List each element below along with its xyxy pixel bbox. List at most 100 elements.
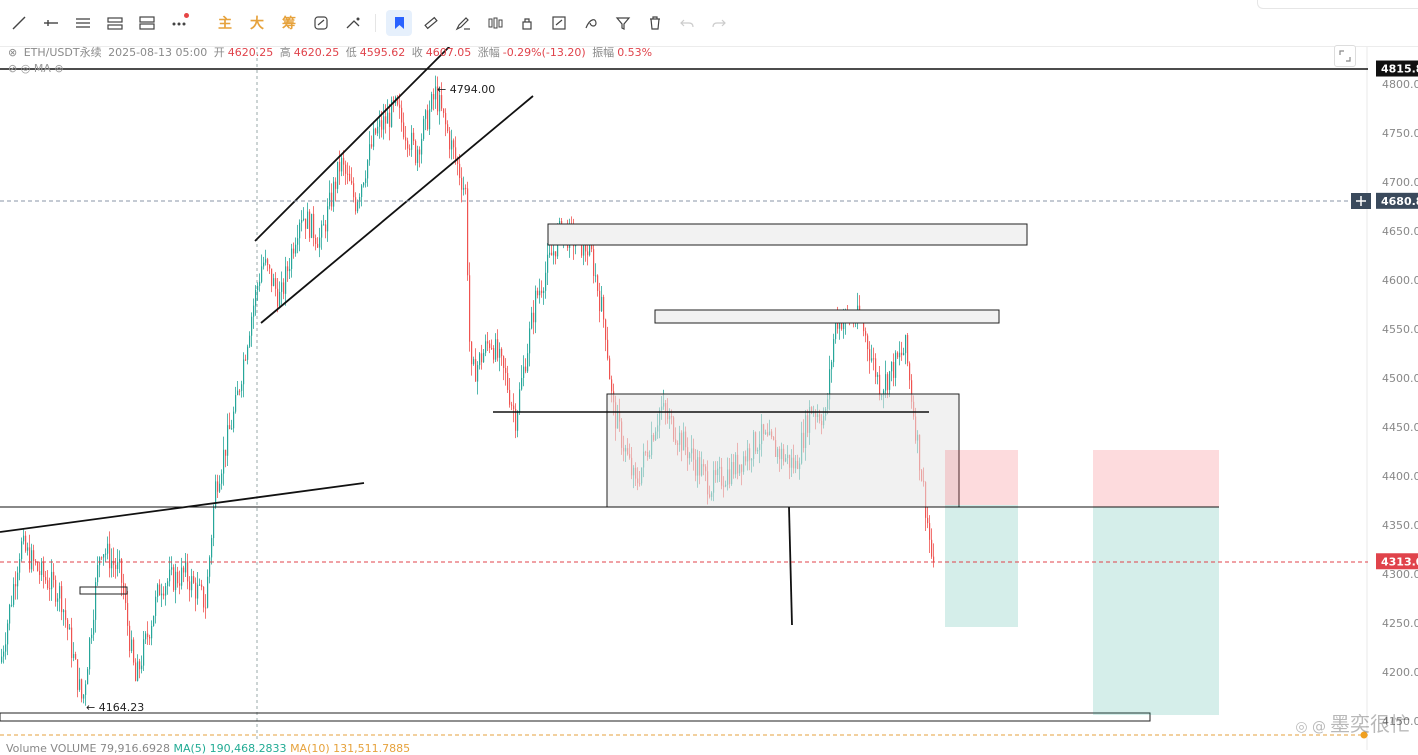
candle-body — [905, 335, 907, 354]
lock-icon[interactable] — [514, 10, 540, 36]
candle-body — [107, 543, 109, 554]
candle-body — [441, 95, 443, 109]
candle-body — [69, 627, 71, 630]
candle-body — [241, 384, 243, 391]
price-tick-label: 4750.0 — [1382, 127, 1418, 140]
candle-body — [469, 275, 471, 342]
fullscreen-icon[interactable] — [1334, 45, 1356, 67]
candle-body — [61, 586, 63, 613]
eye-icon[interactable]: ◎ — [20, 62, 31, 75]
candle-body — [433, 94, 435, 100]
candle-body — [875, 358, 877, 377]
candle-body — [39, 570, 41, 575]
zone-box — [654, 309, 1000, 324]
candle-body — [873, 358, 875, 360]
channel-lower — [260, 95, 534, 324]
ma-indicator-row[interactable]: ⊘ ◎ MA ⊚ — [8, 62, 64, 75]
candle-body — [365, 178, 367, 184]
candle-body — [611, 379, 613, 392]
candle-body — [545, 272, 547, 291]
candle-body — [37, 562, 39, 571]
candle-body — [863, 319, 865, 332]
fib-channel-icon[interactable] — [134, 10, 160, 36]
candle-body — [337, 161, 339, 189]
candle-body — [215, 481, 217, 508]
candle-body — [139, 661, 141, 670]
price-axis — [1368, 46, 1418, 750]
price-tag-label: 4815.8 — [1381, 63, 1418, 76]
candle-body — [533, 312, 535, 323]
candle-body — [309, 211, 311, 238]
candle-body — [129, 625, 131, 651]
candle-body — [477, 365, 479, 382]
brush-icon[interactable] — [450, 10, 476, 36]
candle-body — [897, 352, 899, 358]
price-tick-label: 4250.0 — [1382, 617, 1418, 630]
high-value: 4620.25 — [293, 46, 340, 59]
collapse-icon[interactable]: ⊘ — [8, 62, 18, 75]
candle-body — [149, 637, 151, 639]
candle-body — [233, 411, 235, 429]
candle-body — [489, 343, 491, 349]
candle-body — [185, 561, 187, 573]
candle-body — [443, 108, 445, 113]
candle-body — [497, 339, 499, 358]
chips-button[interactable]: 筹 — [282, 16, 296, 32]
candle-body — [163, 593, 165, 596]
candle-body — [295, 244, 297, 254]
ruler-icon[interactable] — [418, 10, 444, 36]
candle-body — [459, 163, 461, 178]
filter-icon[interactable] — [610, 10, 636, 36]
candle-body — [143, 639, 145, 666]
candle-body — [909, 363, 911, 381]
parallel-channel-icon[interactable] — [102, 10, 128, 36]
volume-indicator-row: Volume VOLUME 79,916.6928 MA(5) 190,468.… — [6, 742, 411, 755]
price-tick-label: 4550.0 — [1382, 323, 1418, 336]
candle-body — [587, 251, 589, 256]
settings-icon[interactable]: ⊗ — [8, 46, 18, 59]
visibility-icon[interactable]: ⊚ — [54, 62, 64, 75]
candle-body — [195, 582, 197, 599]
undo-icon[interactable] — [674, 10, 700, 36]
candle-body — [373, 128, 375, 147]
candle-body — [227, 425, 229, 456]
bookmark-icon[interactable] — [386, 10, 412, 36]
draw-icon[interactable] — [578, 10, 604, 36]
more-tools-icon[interactable] — [166, 10, 192, 36]
candle-body — [165, 586, 167, 596]
candlestick-pattern-icon[interactable] — [482, 10, 508, 36]
trend-line-icon[interactable] — [6, 10, 32, 36]
candle-body — [19, 559, 21, 573]
candle-body — [329, 192, 331, 207]
delete-icon[interactable] — [642, 10, 668, 36]
candle-body — [43, 562, 45, 578]
candle-body — [867, 335, 869, 350]
candle-body — [221, 473, 223, 484]
candle-body — [359, 197, 361, 202]
candle-body — [51, 571, 53, 590]
measure-icon[interactable] — [340, 10, 366, 36]
candle-body — [899, 352, 901, 358]
candle-body — [409, 148, 411, 150]
horizontal-line-icon[interactable] — [70, 10, 96, 36]
candle-body — [879, 374, 881, 396]
candle-body — [305, 218, 307, 229]
candle-body — [369, 144, 371, 161]
note-icon[interactable] — [546, 10, 572, 36]
candle-body — [341, 157, 343, 172]
range-box — [606, 393, 960, 508]
candle-body — [87, 669, 89, 685]
candle-body — [893, 361, 895, 378]
candle-body — [487, 341, 489, 344]
candle-body — [589, 238, 591, 256]
big-order-button[interactable]: 大 — [250, 16, 264, 32]
main-indicator-button[interactable]: 主 — [218, 16, 232, 32]
candle-body — [509, 389, 511, 405]
candle-body — [125, 594, 127, 604]
amplitude-value: 0.53% — [617, 46, 653, 59]
magnet-icon[interactable] — [308, 10, 334, 36]
redo-icon[interactable] — [706, 10, 732, 36]
horizontal-ray-icon[interactable] — [38, 10, 64, 36]
candle-body — [181, 567, 183, 586]
